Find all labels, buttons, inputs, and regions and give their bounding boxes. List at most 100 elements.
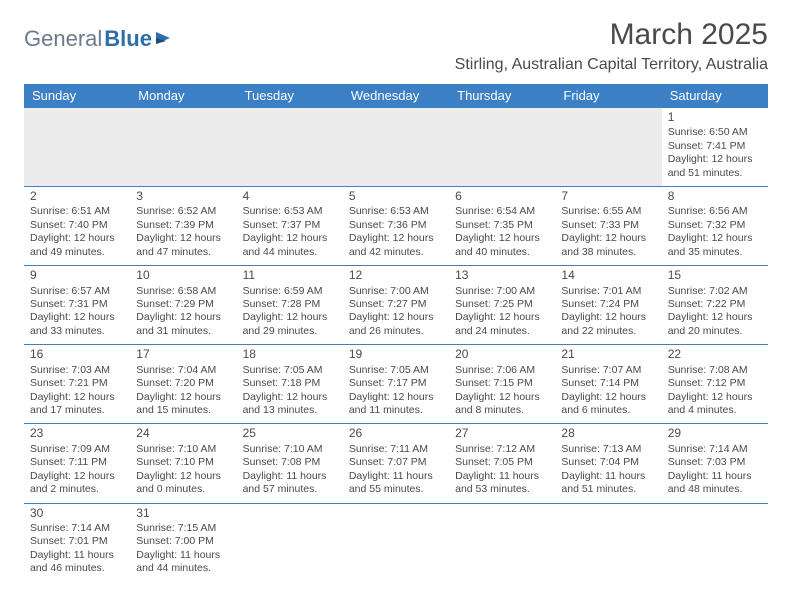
day-info-line: Daylight: 12 hours <box>561 232 655 245</box>
day-info-line: and 40 minutes. <box>455 246 549 259</box>
calendar-day-cell: 30Sunrise: 7:14 AMSunset: 7:01 PMDayligh… <box>24 503 130 582</box>
day-info-line: Daylight: 12 hours <box>455 311 549 324</box>
day-info-line: Sunset: 7:22 PM <box>668 298 762 311</box>
day-info-line: Sunrise: 7:14 AM <box>668 443 762 456</box>
day-info-line: and 17 minutes. <box>30 404 124 417</box>
day-number: 24 <box>136 426 230 441</box>
day-info-line: and 42 minutes. <box>349 246 443 259</box>
day-info-line: Sunset: 7:05 PM <box>455 456 549 469</box>
day-info-line: Sunset: 7:10 PM <box>136 456 230 469</box>
day-number: 23 <box>30 426 124 441</box>
day-info-line: and 11 minutes. <box>349 404 443 417</box>
calendar-day-cell <box>449 108 555 187</box>
day-info-line: Sunset: 7:25 PM <box>455 298 549 311</box>
day-header: Saturday <box>662 84 768 108</box>
day-info-line: Sunrise: 7:06 AM <box>455 364 549 377</box>
day-header: Sunday <box>24 84 130 108</box>
day-number: 28 <box>561 426 655 441</box>
calendar-day-cell: 18Sunrise: 7:05 AMSunset: 7:18 PMDayligh… <box>237 345 343 424</box>
day-number: 17 <box>136 347 230 362</box>
day-info-line: and 53 minutes. <box>455 483 549 496</box>
calendar-day-cell <box>343 108 449 187</box>
day-info-line: Daylight: 12 hours <box>561 311 655 324</box>
day-info-line: Daylight: 11 hours <box>668 470 762 483</box>
day-info-line: and 44 minutes. <box>136 562 230 575</box>
day-info-line: Daylight: 11 hours <box>561 470 655 483</box>
day-info-line: and 15 minutes. <box>136 404 230 417</box>
day-info-line: Daylight: 12 hours <box>455 391 549 404</box>
day-header: Wednesday <box>343 84 449 108</box>
day-info-line: Daylight: 11 hours <box>136 549 230 562</box>
day-info-line: Sunset: 7:14 PM <box>561 377 655 390</box>
calendar-day-cell: 17Sunrise: 7:04 AMSunset: 7:20 PMDayligh… <box>130 345 236 424</box>
day-number: 18 <box>243 347 337 362</box>
day-info-line: and 46 minutes. <box>30 562 124 575</box>
day-number: 1 <box>668 110 762 125</box>
day-info-line: Daylight: 12 hours <box>349 311 443 324</box>
day-number: 22 <box>668 347 762 362</box>
day-number: 11 <box>243 268 337 283</box>
day-number: 16 <box>30 347 124 362</box>
day-info-line: Sunrise: 7:05 AM <box>243 364 337 377</box>
calendar-day-cell: 26Sunrise: 7:11 AMSunset: 7:07 PMDayligh… <box>343 424 449 503</box>
day-info-line: Sunrise: 7:09 AM <box>30 443 124 456</box>
day-header-row: SundayMondayTuesdayWednesdayThursdayFrid… <box>24 84 768 108</box>
day-info-line: Sunset: 7:18 PM <box>243 377 337 390</box>
day-info-line: Sunrise: 6:58 AM <box>136 285 230 298</box>
day-info-line: Sunrise: 7:12 AM <box>455 443 549 456</box>
day-number: 8 <box>668 189 762 204</box>
day-info-line: Sunrise: 7:11 AM <box>349 443 443 456</box>
calendar-day-cell: 11Sunrise: 6:59 AMSunset: 7:28 PMDayligh… <box>237 266 343 345</box>
day-info-line: and 35 minutes. <box>668 246 762 259</box>
day-info-line: Daylight: 12 hours <box>668 311 762 324</box>
day-info-line: and 55 minutes. <box>349 483 443 496</box>
day-info-line: Sunrise: 7:00 AM <box>455 285 549 298</box>
day-header: Thursday <box>449 84 555 108</box>
day-info-line: Sunset: 7:00 PM <box>136 535 230 548</box>
day-info-line: Sunrise: 7:03 AM <box>30 364 124 377</box>
day-number: 30 <box>30 506 124 521</box>
day-number: 25 <box>243 426 337 441</box>
calendar-table: SundayMondayTuesdayWednesdayThursdayFrid… <box>24 84 768 582</box>
calendar-day-cell <box>555 503 661 582</box>
day-info-line: Sunrise: 6:53 AM <box>243 205 337 218</box>
day-info-line: and 20 minutes. <box>668 325 762 338</box>
day-info-line: Daylight: 12 hours <box>668 232 762 245</box>
day-info-line: and 33 minutes. <box>30 325 124 338</box>
calendar-day-cell <box>237 108 343 187</box>
day-info-line: Sunset: 7:04 PM <box>561 456 655 469</box>
day-info-line: Sunset: 7:36 PM <box>349 219 443 232</box>
calendar-day-cell: 1Sunrise: 6:50 AMSunset: 7:41 PMDaylight… <box>662 108 768 187</box>
day-info-line: Daylight: 12 hours <box>30 470 124 483</box>
day-info-line: Sunrise: 6:59 AM <box>243 285 337 298</box>
calendar-day-cell <box>662 503 768 582</box>
page-header: GeneralBlue March 2025 Stirling, Austral… <box>24 18 768 74</box>
day-info-line: and 13 minutes. <box>243 404 337 417</box>
calendar-day-cell: 6Sunrise: 6:54 AMSunset: 7:35 PMDaylight… <box>449 187 555 266</box>
day-number: 14 <box>561 268 655 283</box>
calendar-day-cell: 22Sunrise: 7:08 AMSunset: 7:12 PMDayligh… <box>662 345 768 424</box>
day-number: 10 <box>136 268 230 283</box>
calendar-week-row: 16Sunrise: 7:03 AMSunset: 7:21 PMDayligh… <box>24 345 768 424</box>
day-number: 21 <box>561 347 655 362</box>
day-info-line: Sunrise: 6:56 AM <box>668 205 762 218</box>
title-block: March 2025 Stirling, Australian Capital … <box>455 18 768 74</box>
day-number: 20 <box>455 347 549 362</box>
day-info-line: Sunset: 7:35 PM <box>455 219 549 232</box>
day-info-line: Daylight: 12 hours <box>136 470 230 483</box>
day-info-line: Sunrise: 6:53 AM <box>349 205 443 218</box>
calendar-day-cell: 15Sunrise: 7:02 AMSunset: 7:22 PMDayligh… <box>662 266 768 345</box>
day-info-line: Daylight: 12 hours <box>455 232 549 245</box>
day-info-line: Sunrise: 7:00 AM <box>349 285 443 298</box>
day-info-line: Daylight: 11 hours <box>455 470 549 483</box>
day-info-line: and 22 minutes. <box>561 325 655 338</box>
day-info-line: Sunrise: 6:57 AM <box>30 285 124 298</box>
day-info-line: and 44 minutes. <box>243 246 337 259</box>
calendar-day-cell: 13Sunrise: 7:00 AMSunset: 7:25 PMDayligh… <box>449 266 555 345</box>
calendar-day-cell: 16Sunrise: 7:03 AMSunset: 7:21 PMDayligh… <box>24 345 130 424</box>
day-number: 19 <box>349 347 443 362</box>
day-info-line: Sunrise: 7:13 AM <box>561 443 655 456</box>
day-info-line: Sunrise: 6:54 AM <box>455 205 549 218</box>
day-info-line: and 0 minutes. <box>136 483 230 496</box>
day-info-line: Sunset: 7:37 PM <box>243 219 337 232</box>
